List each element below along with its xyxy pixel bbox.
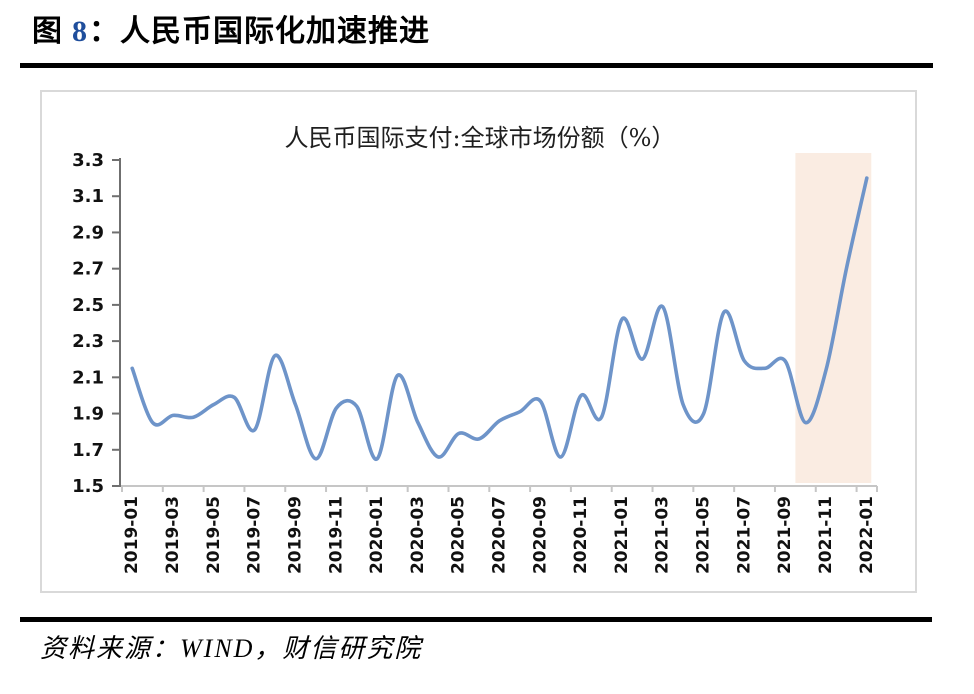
figure-title: 图 8：人民币国际化加速推进 — [32, 6, 430, 50]
y-tick-label: 1.7 — [72, 440, 104, 461]
figure-number: 8 — [72, 15, 88, 48]
line-chart: 1.5 1.7 1.9 2.1 2.3 2.5 2.7 2.9 3.1 3.3 2019-01 201… — [72, 124, 878, 574]
x-tick-label: 2020-01 — [367, 496, 387, 574]
chart-container: 1.5 1.7 1.9 2.1 2.3 2.5 2.7 2.9 3.1 3.3 2019-01 201… — [40, 90, 917, 593]
chart-title: 人民币国际支付:全球市场份额（%） — [285, 124, 676, 152]
source-note: 资料来源：WIND，财信研究院 — [40, 634, 423, 663]
x-tick-label: 2019-05 — [204, 496, 224, 574]
x-tick-label: 2022-01 — [857, 496, 877, 574]
data-line-series — [130, 176, 869, 461]
x-tick-label: 2021-03 — [653, 496, 673, 574]
y-tick-label: 2.1 — [72, 367, 104, 388]
y-tick-label: 1.9 — [72, 404, 104, 425]
bottom-divider — [20, 617, 932, 622]
figure-colon: ： — [89, 15, 120, 48]
x-tick-label: 2019-07 — [245, 496, 265, 574]
x-tick-label: 2021-09 — [775, 496, 795, 574]
y-tick-label: 3.1 — [72, 186, 104, 207]
y-tick-label: 2.5 — [72, 295, 104, 316]
x-tick-label: 2019-11 — [326, 496, 346, 574]
y-tick-label: 2.7 — [72, 259, 104, 280]
x-tick-label: 2019-03 — [163, 496, 183, 574]
x-tick-label: 2019-01 — [122, 496, 142, 574]
x-tick-label: 2020-05 — [449, 496, 469, 574]
y-tick-label: 2.3 — [72, 331, 104, 352]
x-tick-label: 2021-01 — [612, 496, 632, 574]
x-tick-label: 2021-07 — [734, 496, 754, 574]
top-divider — [20, 63, 933, 68]
y-tick-label: 3.3 — [72, 150, 104, 171]
x-tick-label: 2020-11 — [571, 496, 591, 574]
x-tick-label: 2021-05 — [694, 496, 714, 574]
x-tick-label: 2021-11 — [816, 496, 836, 574]
y-tick-label: 1.5 — [72, 476, 104, 497]
x-tick-label: 2020-09 — [530, 496, 550, 574]
x-tick-label: 2020-03 — [408, 496, 428, 574]
figure-label: 图 — [32, 15, 63, 48]
x-tick-label: 2019-09 — [285, 496, 305, 574]
figure-title-text: 人民币国际化加速推进 — [120, 15, 430, 48]
y-tick-label: 2.9 — [72, 222, 104, 243]
x-tick-label: 2020-07 — [490, 496, 510, 574]
